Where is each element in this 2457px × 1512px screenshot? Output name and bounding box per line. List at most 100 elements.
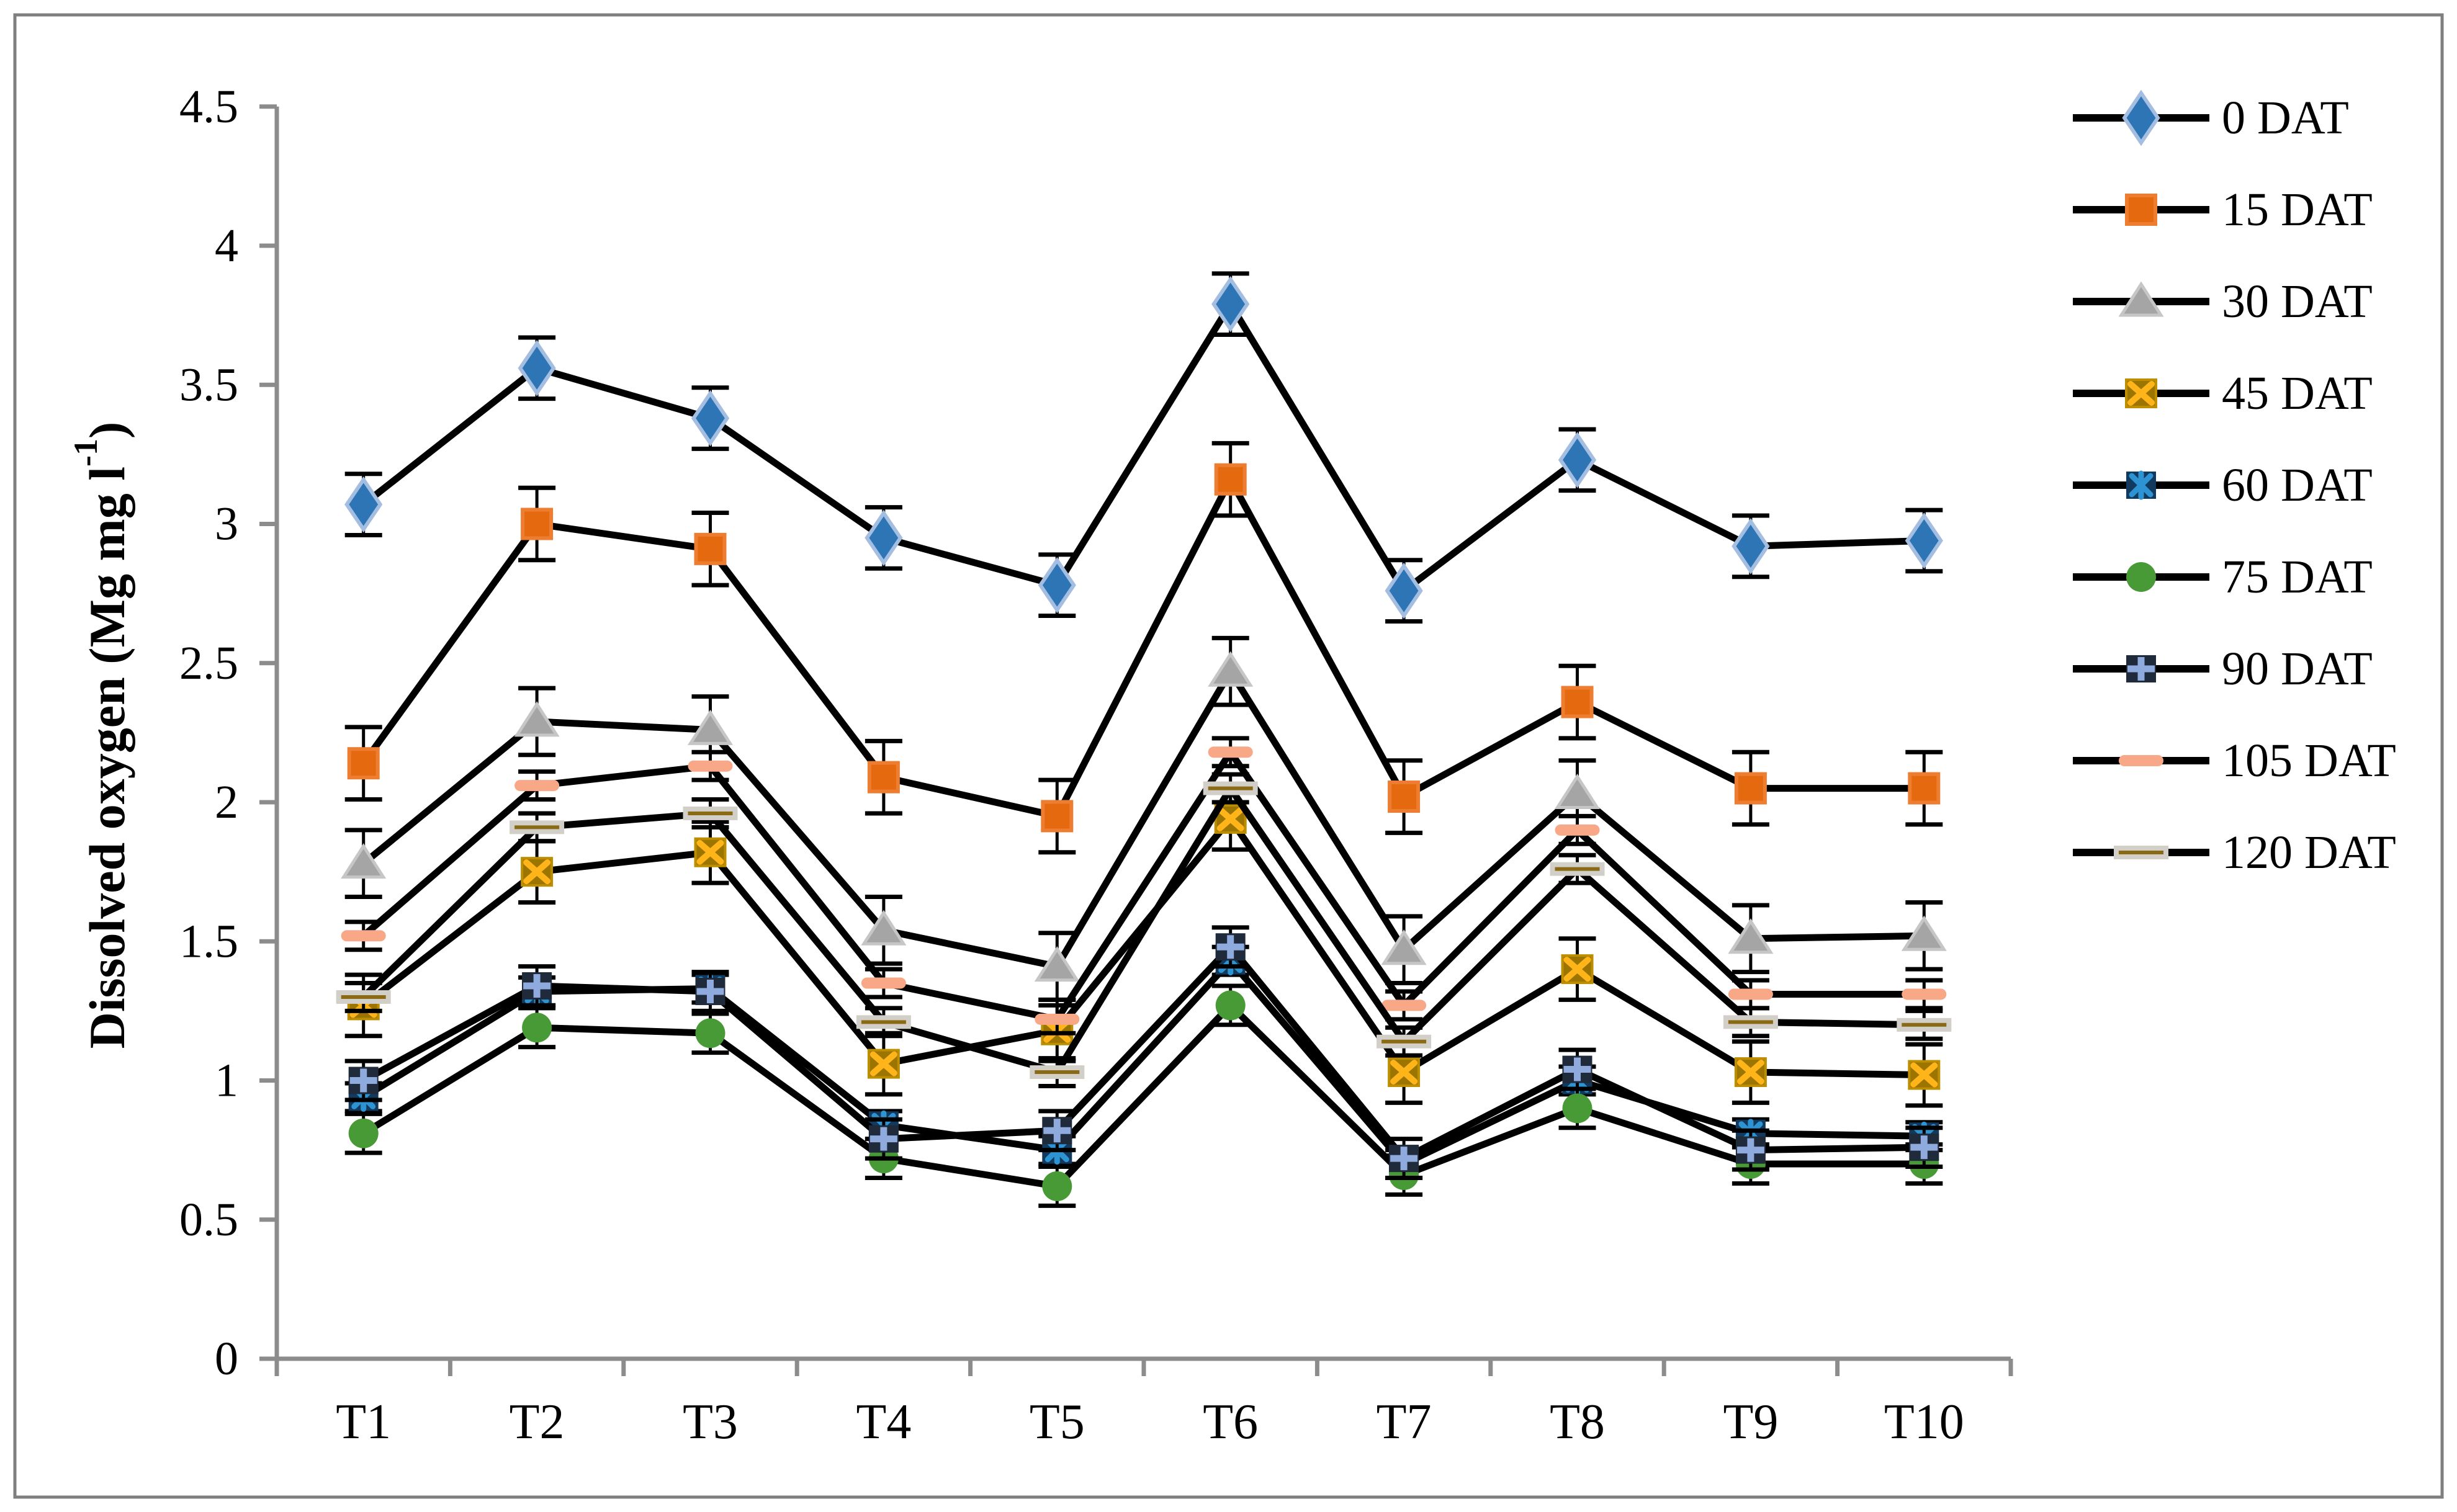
marker-circle — [1562, 1093, 1592, 1124]
marker-dash — [861, 977, 906, 989]
marker-circle — [348, 1118, 379, 1148]
marker-long-dash — [1897, 1018, 1952, 1032]
marker-square-plus — [348, 1067, 379, 1094]
legend-label: 60 DAT — [2222, 459, 2373, 511]
legend-item-90-dat: 90 DAT — [2073, 643, 2373, 695]
legend-item-15-dat: 15 DAT — [2073, 184, 2373, 236]
marker-triangle — [1381, 929, 1427, 965]
legend-item-105-dat: 105 DAT — [2073, 735, 2396, 787]
marker-long-dash — [510, 820, 565, 834]
marker-triangle — [1208, 651, 1254, 687]
svg-text:Dissolved oxygen (Mg mg l-1): Dissolved oxygen (Mg mg l-1) — [67, 422, 135, 1049]
marker-square — [1908, 772, 1941, 805]
marker-diamond — [518, 339, 556, 396]
marker-square-plus — [1735, 1136, 1766, 1164]
marker-long-dash — [336, 990, 391, 1004]
legend-label: 75 DAT — [2222, 551, 2373, 603]
x-category-label: T4 — [856, 1395, 911, 1449]
marker-long-dash — [683, 806, 738, 820]
marker-circle — [2126, 562, 2156, 592]
marker-long-dash — [1550, 862, 1605, 876]
marker-square-plus — [1389, 1145, 1419, 1173]
marker-square — [1214, 463, 1247, 496]
marker-diamond — [2122, 89, 2160, 146]
axes: 0 0.5 1 1.5 2 2.5 3 3.5 4 4.5 T1 T2 T3 T4 T5 T6 T7 T8 T9 T1… — [179, 81, 2013, 1449]
x-category-label: T8 — [1550, 1395, 1605, 1449]
marker-square — [1388, 781, 1421, 813]
marker-long-dash — [2114, 846, 2168, 859]
x-category-label: T5 — [1030, 1395, 1085, 1449]
marker-dash — [1902, 988, 1947, 1000]
marker-square-x — [1561, 954, 1594, 985]
marker-dash — [2119, 755, 2163, 766]
marker-square-star — [2126, 470, 2156, 500]
x-category-label: T10 — [1884, 1395, 1964, 1449]
series-30-dat — [341, 635, 1947, 1002]
marker-square-x — [1214, 803, 1247, 834]
marker-square-plus — [868, 1125, 899, 1153]
marker-square-plus — [522, 972, 552, 1000]
marker-square — [2125, 194, 2157, 226]
marker-triangle — [1034, 946, 1080, 982]
marker-square-plus — [695, 977, 725, 1005]
legend-label: 45 DAT — [2222, 367, 2373, 419]
x-category-label: T7 — [1377, 1395, 1432, 1449]
marker-square-x — [867, 1049, 900, 1079]
marker-square-x — [1388, 1057, 1421, 1088]
marker-diamond — [865, 509, 903, 566]
marker-dash — [1555, 824, 1600, 836]
series-line — [361, 668, 1925, 970]
marker-diamond — [1038, 557, 1076, 614]
marker-triangle — [2118, 281, 2164, 317]
marker-circle — [522, 1013, 552, 1043]
series-line — [361, 476, 1925, 820]
marker-diamond — [1905, 512, 1943, 569]
marker-circle — [695, 1018, 725, 1049]
marker-square-x — [694, 837, 727, 867]
marker-long-dash — [856, 1015, 911, 1029]
marker-square-plus — [2126, 655, 2156, 682]
marker-long-dash — [1203, 781, 1258, 795]
legend-label: 105 DAT — [2222, 735, 2396, 787]
marker-long-dash — [1723, 1015, 1778, 1029]
marker-square — [521, 508, 554, 540]
y-tick-label: 3 — [215, 498, 238, 550]
marker-square — [347, 747, 380, 780]
marker-dash — [1381, 1000, 1427, 1011]
y-tick-label: 0.5 — [179, 1194, 238, 1246]
marker-long-dash — [1377, 1034, 1432, 1049]
legend-label: 120 DAT — [2222, 826, 2396, 879]
marker-square — [694, 532, 727, 565]
marker-circle — [1215, 990, 1246, 1021]
figure-border — [13, 13, 2444, 1499]
marker-dash — [688, 760, 733, 772]
legend-item-45-dat: 45 DAT — [2073, 367, 2373, 419]
marker-square-plus — [1909, 1134, 1939, 1161]
marker-triangle — [1554, 773, 1601, 810]
marker-square — [1561, 686, 1594, 718]
legend-label: 15 DAT — [2222, 184, 2373, 236]
series-105-dat — [341, 736, 1947, 1036]
series-line — [361, 785, 1925, 1076]
x-category-label: T2 — [510, 1395, 565, 1449]
series-15-dat — [344, 441, 1943, 855]
marker-triangle — [861, 910, 907, 946]
x-category-label: T6 — [1203, 1395, 1258, 1449]
legend-item-120-dat: 120 DAT — [2073, 826, 2396, 879]
legend-item-0-dat: 0 DAT — [2073, 89, 2349, 146]
marker-square — [1041, 800, 1074, 833]
marker-square-plus — [1042, 1117, 1072, 1145]
marker-diamond — [1558, 431, 1597, 488]
y-tick-label: 3.5 — [179, 359, 238, 411]
series-line — [362, 943, 1925, 1162]
marker-diamond — [1211, 275, 1250, 333]
marker-triangle — [514, 701, 560, 737]
marker-dash — [341, 930, 386, 942]
marker-triangle — [1901, 915, 1947, 951]
marker-square — [1734, 772, 1767, 805]
y-tick-label: 4.5 — [179, 81, 238, 133]
legend-label: 90 DAT — [2222, 643, 2373, 695]
marker-dash — [514, 780, 560, 792]
